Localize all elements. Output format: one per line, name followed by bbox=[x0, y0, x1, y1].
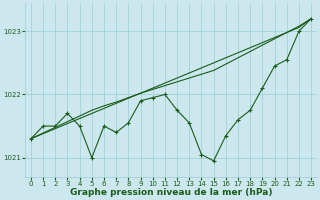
X-axis label: Graphe pression niveau de la mer (hPa): Graphe pression niveau de la mer (hPa) bbox=[70, 188, 272, 197]
